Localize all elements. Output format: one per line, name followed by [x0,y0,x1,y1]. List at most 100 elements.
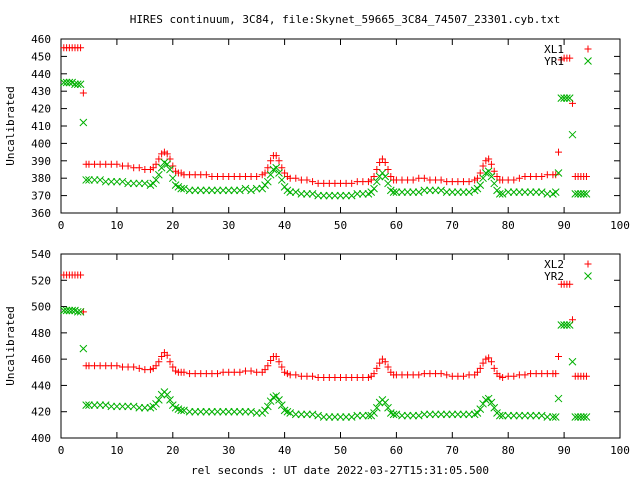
x-tick-label: 90 [557,444,570,457]
data-point [342,191,350,200]
data-point [264,362,272,370]
data-point [381,358,389,366]
x-tick-label: 60 [390,444,403,457]
legend-label: YR1 [544,55,564,68]
data-point [82,401,91,409]
data-point [398,188,406,196]
data-point [113,362,121,370]
data-point [236,407,244,416]
data-point [381,159,389,167]
data-point [263,402,272,411]
data-point [577,413,585,421]
x-tick-label: 40 [278,219,291,232]
data-point [291,188,300,196]
data-point [208,407,216,416]
data-point [331,413,339,421]
data-point [264,164,272,172]
y-axis-label: Uncalibrated [4,86,17,165]
x-tick-label: 70 [446,444,459,457]
y-tick-label: 460 [31,353,51,366]
data-point [118,402,127,411]
data-point [498,411,507,420]
data-point [154,170,163,179]
data-point [297,410,306,419]
data-point [409,176,417,184]
data-point [135,179,144,188]
legend-marker [584,45,592,53]
data-point [292,371,300,379]
data-point [185,407,194,416]
y-tick-label: 390 [31,155,51,168]
data-point [370,370,378,378]
data-point [437,186,445,195]
data-point [571,190,580,198]
data-point [73,80,82,89]
data-point [574,413,582,421]
data-point [487,398,496,407]
data-point [180,184,188,193]
data-point [560,94,568,103]
data-point [166,165,174,174]
data-point [560,321,568,329]
data-point [297,190,306,198]
data-point [65,306,74,315]
data-point [65,78,74,87]
data-point [557,321,566,329]
data-point [515,174,523,182]
data-point [566,280,574,288]
data-point [118,177,127,186]
data-point [124,402,132,411]
data-point [292,174,300,182]
data-point [154,396,163,404]
data-point [180,368,188,376]
data-point [372,403,381,412]
data-point [196,407,205,416]
data-point [261,366,269,374]
data-point [384,179,392,188]
data-point [389,410,398,419]
data-point [135,403,144,412]
data-point [177,184,186,193]
y-tick-label: 450 [31,50,51,63]
data-point [158,353,166,361]
data-point [214,370,222,378]
data-point [565,94,574,103]
data-point [140,179,149,188]
data-point [224,186,233,195]
x-tick-label: 40 [278,444,291,457]
data-point [448,188,457,196]
data-point [253,172,261,180]
data-point [303,410,311,419]
data-point [582,172,590,180]
data-point [526,411,535,420]
data-point [499,374,507,382]
data-point [504,188,513,196]
data-point [272,392,281,400]
data-point [90,401,99,409]
legend-label: XL1 [544,43,564,56]
data-point [521,411,529,420]
data-point [113,160,121,168]
data-point [459,188,468,196]
data-point [213,186,222,195]
data-point [454,188,462,196]
data-point [537,188,546,196]
data-point [442,410,451,419]
data-point [185,186,194,195]
data-point [219,186,227,195]
data-point [163,390,172,399]
data-point [515,188,524,196]
data-point [140,403,149,412]
data-point [521,371,529,379]
data-point [426,186,434,195]
data-point [479,359,487,367]
y-tick-label: 440 [31,68,51,81]
data-point [420,186,429,195]
data-point [191,407,200,416]
x-tick-label: 100 [610,219,630,232]
chart-title: HIRES continuum, 3C84, file:Skynet_59665… [130,13,560,26]
x-tick-label: 20 [166,219,179,232]
data-point [325,413,334,421]
data-point [267,356,275,364]
x-tick-label: 70 [446,219,459,232]
